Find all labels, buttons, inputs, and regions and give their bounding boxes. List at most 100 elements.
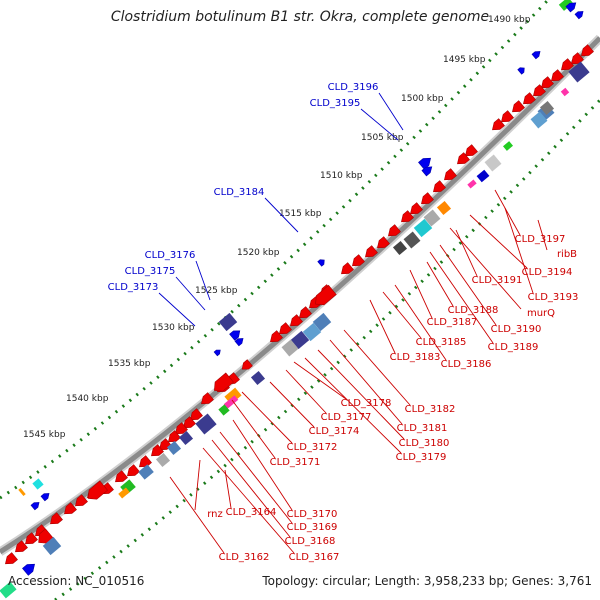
colored-block-shape <box>503 141 513 151</box>
topology-text: Topology: circular; Length: 3,958,233 bp… <box>262 574 592 588</box>
forward-gene-label: CLD_3195 <box>310 98 361 109</box>
forward-leader-line <box>175 276 206 311</box>
colored-block <box>166 440 182 456</box>
reverse-gene-shape <box>561 58 574 71</box>
forward-gene-shape <box>531 51 541 60</box>
reverse-gene <box>492 118 505 131</box>
reverse-gene-label: CLD_3191 <box>472 275 523 286</box>
reverse-gene <box>168 430 181 443</box>
reverse-gene-large-shape <box>315 284 337 306</box>
reverse-gene-shape <box>168 430 181 443</box>
reverse-gene-shape <box>444 168 457 181</box>
reverse-gene-shape <box>401 210 414 223</box>
reverse-leader-line <box>409 269 433 319</box>
reverse-gene-shape <box>551 69 564 82</box>
reverse-gene-label: CLD_3189 <box>488 342 539 353</box>
reverse-gene-large-shape <box>214 372 234 392</box>
colored-block <box>250 370 266 386</box>
colored-block-shape <box>42 536 62 556</box>
reverse-leader-line <box>224 469 232 509</box>
reverse-leader-line <box>329 339 403 425</box>
reverse-gene-large <box>315 284 337 306</box>
forward-gene <box>574 11 584 20</box>
colored-block-shape <box>413 218 433 238</box>
reverse-gene <box>501 110 514 123</box>
forward-gene-shape <box>234 338 244 347</box>
forward-gene-shape <box>565 2 577 13</box>
colored-block-shape <box>218 404 230 416</box>
reverse-gene-label: CLD_3178 <box>341 398 392 409</box>
reverse-gene-shape <box>115 470 128 483</box>
reverse-gene-shape <box>465 144 478 157</box>
reverse-leader-line <box>537 219 548 251</box>
reverse-gene-shape <box>512 100 525 113</box>
forward-gene-shape <box>421 166 433 177</box>
forward-gene <box>421 166 433 177</box>
reverse-leader-line <box>449 227 522 310</box>
reverse-gene-label: CLD_3186 <box>441 359 492 370</box>
forward-gene-shape <box>213 349 221 357</box>
reverse-gene-label: CLD_3180 <box>399 438 450 449</box>
reverse-gene-label: murQ <box>527 308 555 319</box>
reverse-gene-shape <box>64 502 77 515</box>
reverse-gene-label: CLD_3188 <box>448 305 499 316</box>
reverse-gene-shape <box>50 512 63 525</box>
reverse-gene-label: CLD_3162 <box>219 552 270 563</box>
reverse-gene <box>151 444 164 457</box>
colored-block <box>223 395 239 409</box>
colored-block-shape <box>0 581 17 599</box>
reverse-leader-line <box>231 399 276 459</box>
colored-block-shape <box>18 487 26 497</box>
colored-block-shape <box>467 179 477 189</box>
colored-block-shape <box>560 87 570 97</box>
reverse-leader-line <box>317 349 405 440</box>
reverse-leader-line <box>343 329 411 406</box>
reverse-gene <box>279 322 292 335</box>
reverse-gene-shape <box>421 192 434 205</box>
reverse-gene <box>365 245 378 258</box>
colored-block <box>312 312 332 332</box>
colored-block <box>138 464 154 480</box>
reverse-leader-line <box>382 291 422 339</box>
reverse-gene-shape <box>290 314 303 327</box>
reverse-gene <box>457 152 470 165</box>
inner-tick-track <box>54 98 600 600</box>
tick-label: 1530 kbp <box>152 323 195 333</box>
reverse-gene <box>127 464 140 477</box>
reverse-gene-shape <box>270 330 283 343</box>
reverse-gene-shape <box>5 552 18 565</box>
reverse-gene-shape <box>201 392 214 405</box>
reverse-gene-shape <box>410 202 423 215</box>
forward-leader-line <box>158 292 196 327</box>
reverse-leader-line <box>304 357 402 454</box>
reverse-gene <box>50 512 63 525</box>
colored-block-shape <box>138 464 154 480</box>
forward-gene-shape <box>574 11 584 20</box>
reverse-gene <box>444 168 457 181</box>
reverse-gene-shape <box>15 540 28 553</box>
reverse-gene <box>175 422 188 435</box>
reverse-gene-shape <box>279 322 292 335</box>
reverse-leader-line <box>504 207 534 294</box>
reverse-gene-label: CLD_3190 <box>491 324 542 335</box>
reverse-leader-line <box>494 189 521 236</box>
reverse-gene <box>433 180 446 193</box>
reverse-gene-label: CLD_3172 <box>287 442 338 453</box>
colored-block-shape <box>32 478 44 490</box>
reverse-gene <box>290 314 303 327</box>
reverse-leader-line <box>241 391 293 444</box>
reverse-gene <box>465 144 478 157</box>
reverse-leader-line <box>169 476 225 554</box>
reverse-gene <box>299 306 312 319</box>
reverse-gene <box>115 470 128 483</box>
colored-block <box>18 487 26 497</box>
reverse-gene <box>388 224 401 237</box>
reverse-leader-line <box>394 284 447 361</box>
colored-block <box>290 330 310 350</box>
forward-gene <box>317 259 325 267</box>
forward-gene-shape <box>317 259 325 267</box>
colored-block <box>302 322 322 342</box>
forward-gene <box>22 563 35 576</box>
colored-block-shape <box>312 312 332 332</box>
